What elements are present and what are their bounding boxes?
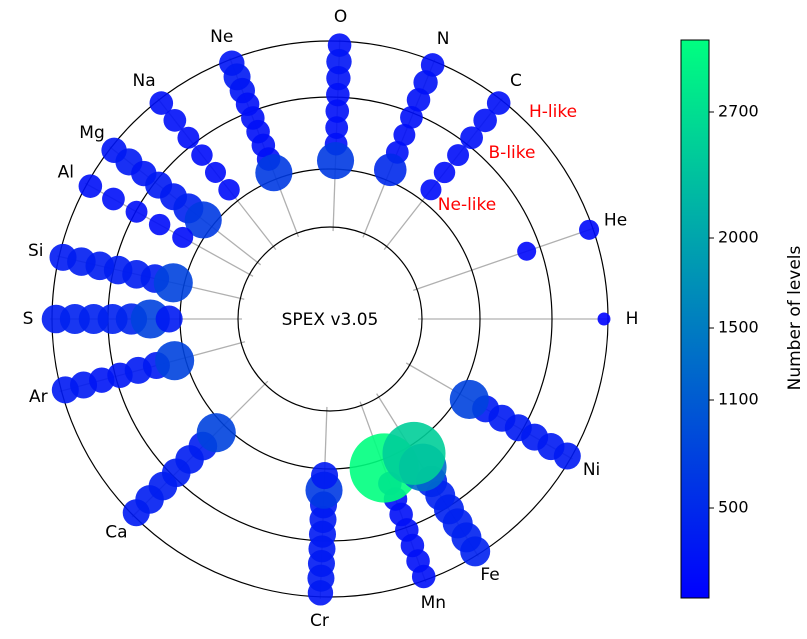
colorbar-tick-label: 1500 — [718, 318, 759, 337]
marker-n-3 — [400, 106, 423, 129]
colorbar-tick-label: 500 — [718, 498, 749, 517]
marker-c-2 — [460, 126, 483, 150]
marker-he-0 — [579, 219, 600, 240]
marker-ni-6 — [449, 379, 489, 419]
marker-al-4 — [172, 226, 194, 248]
marker-si-6 — [153, 263, 193, 303]
marker-na-5 — [218, 179, 240, 201]
ring-0 — [237, 226, 423, 412]
element-label-ne: Ne — [210, 27, 233, 47]
colorbar-ticks: 500 1100 1500 2000 2700 — [709, 102, 759, 517]
element-label-cr: Cr — [310, 611, 329, 631]
marker-na-4 — [204, 161, 226, 183]
ring-label-h-like: H-like — [529, 102, 577, 122]
ring-label-b-like: B-like — [489, 143, 536, 163]
element-label-ni: Ni — [583, 460, 600, 480]
element-label-mg: Mg — [79, 123, 104, 143]
marker-c-0 — [486, 91, 511, 115]
marker-o-7 — [316, 142, 355, 180]
element-label-mn: Mn — [421, 593, 446, 613]
element-label-ar: Ar — [29, 387, 48, 407]
element-label-fe: Fe — [480, 565, 499, 585]
marker-na-0 — [149, 91, 174, 115]
spoke-he — [412, 227, 595, 291]
marker-s-6 — [155, 305, 183, 333]
marker-al-0 — [78, 174, 103, 198]
marker-mg-6 — [184, 201, 222, 239]
marker-he-1 — [517, 241, 537, 261]
marker-o-5 — [325, 116, 349, 139]
marker-al-1 — [102, 187, 125, 211]
ring-label-ne-like: Ne-like — [438, 195, 496, 215]
element-label-s: S — [23, 309, 34, 329]
element-label-na: Na — [132, 71, 155, 91]
colorbar-label: Number of levels — [785, 245, 805, 390]
marker-ar-6 — [155, 341, 195, 381]
center-label: SPEX v3.05 — [282, 310, 379, 330]
marker-o-4 — [325, 99, 350, 123]
marker-o-3 — [326, 82, 350, 107]
marker-h-0 — [597, 312, 611, 326]
colorbar — [680, 39, 710, 599]
marker-n-4 — [393, 123, 416, 146]
marker-na-1 — [163, 109, 187, 132]
marker-layer — [41, 33, 611, 606]
marker-c-3 — [447, 144, 470, 167]
marker-c-1 — [473, 108, 497, 133]
element-label-n: N — [437, 29, 450, 49]
marker-cr-8 — [311, 462, 339, 490]
marker-ne-8 — [255, 154, 293, 192]
element-label-ca: Ca — [105, 523, 127, 543]
element-label-si: Si — [28, 241, 44, 261]
colorbar-tick-label: 2000 — [718, 228, 759, 247]
marker-n-2 — [406, 88, 431, 112]
element-label-h: H — [626, 309, 639, 329]
marker-ca-6 — [196, 413, 236, 453]
marker-n-6 — [373, 153, 407, 187]
marker-na-2 — [177, 126, 200, 149]
marker-al-2 — [125, 200, 148, 223]
marker-fe-7 — [382, 421, 446, 485]
marker-c-4 — [433, 161, 456, 184]
element-label-c: C — [510, 71, 522, 91]
element-label-he: He — [604, 211, 627, 231]
colorbar-tick-label: 1100 — [718, 390, 759, 409]
colorbar-tick-label: 2700 — [718, 102, 759, 121]
marker-c-5 — [420, 179, 442, 201]
element-label-o: O — [334, 7, 347, 27]
element-label-al: Al — [58, 163, 74, 183]
marker-al-3 — [148, 213, 171, 236]
marker-na-3 — [191, 144, 213, 166]
